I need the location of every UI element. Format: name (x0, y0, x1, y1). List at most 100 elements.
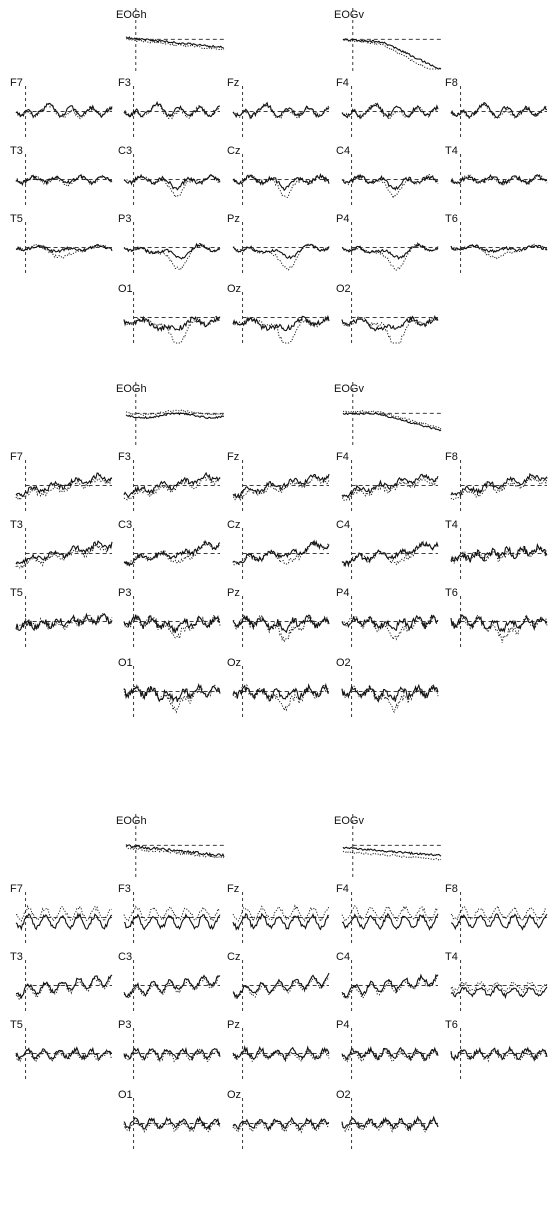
trace-solid-f3 (123, 471, 221, 499)
trace-solid-t3 (15, 974, 113, 999)
channel-label-fz: Fz (227, 883, 239, 895)
channel-label-o2: O2 (336, 1089, 351, 1101)
channel-label-eogh: EOGh (116, 9, 147, 21)
trace-dotted-eogv (342, 850, 442, 861)
channel-label-f3: F3 (118, 451, 131, 463)
trace-dotted-c4 (341, 173, 439, 200)
trace-solid-f4 (341, 912, 439, 931)
trace-dotted-fz (232, 475, 330, 502)
trace-solid-f7 (15, 472, 113, 498)
trace-solid-p4 (341, 242, 439, 260)
channel-label-t6: T6 (445, 587, 458, 599)
trace-dotted-f4 (341, 102, 439, 121)
channel-label-o1: O1 (118, 283, 133, 295)
trace-dotted-cz (232, 977, 330, 999)
trace-solid-t4 (450, 985, 548, 1000)
trace-solid-o1 (123, 682, 221, 703)
trace-solid-p4 (341, 1045, 439, 1062)
trace-solid-oz (232, 682, 330, 702)
channel-label-c3: C3 (118, 145, 132, 157)
trace-solid-f4 (341, 102, 439, 120)
trace-dotted-f8 (450, 904, 548, 923)
channel-label-cz: Cz (227, 145, 240, 157)
trace-solid-cz (232, 972, 330, 1000)
channel-label-p3: P3 (118, 587, 131, 599)
channel-label-f4: F4 (336, 883, 349, 895)
trace-solid-eogh (125, 36, 225, 49)
trace-solid-f8 (450, 101, 548, 119)
trace-dotted-t4 (450, 545, 548, 564)
channel-label-f8: F8 (445, 451, 458, 463)
trace-dotted-p4 (341, 241, 439, 271)
trace-solid-f3 (123, 100, 221, 118)
trace-solid-o2 (341, 315, 439, 332)
trace-dotted-cz (232, 541, 330, 566)
trace-dotted-t4 (450, 174, 548, 188)
trace-solid-fz (232, 912, 330, 931)
trace-solid-fz (232, 473, 330, 500)
trace-solid-t4 (450, 542, 548, 563)
trace-solid-eogh (125, 844, 225, 858)
trace-solid-o2 (341, 683, 439, 703)
trace-solid-eogh (125, 412, 225, 420)
trace-solid-o2 (341, 1115, 439, 1132)
trace-solid-eogv (342, 38, 442, 70)
channel-label-f4: F4 (336, 77, 349, 89)
trace-dotted-p3 (123, 615, 221, 641)
trace-solid-t4 (450, 173, 548, 186)
trace-dotted-eogv (342, 38, 441, 70)
channel-label-o2: O2 (336, 283, 351, 295)
panel-2: EOGh EOGv F7 F3 Fz F4 F8 T3 C3 Cz C4 T4 T5 P3 Pz P4 T6 O1… (10, 382, 548, 720)
trace-dotted-o1 (123, 682, 221, 714)
trace-solid-pz (232, 243, 330, 260)
trace-solid-f7 (15, 102, 113, 119)
channel-label-f7: F7 (10, 451, 23, 463)
trace-solid-p3 (123, 614, 221, 634)
channel-label-t3: T3 (10, 951, 23, 963)
trace-solid-c4 (341, 540, 439, 568)
channel-label-o1: O1 (118, 657, 133, 669)
trace-solid-cz (232, 172, 330, 192)
channel-label-c3: C3 (118, 951, 132, 963)
channel-label-o1: O1 (118, 1089, 133, 1101)
trace-solid-eogv (342, 411, 442, 432)
trace-dotted-t6 (450, 613, 548, 643)
trace-solid-t5 (15, 1046, 113, 1061)
channel-label-oz: Oz (227, 1089, 241, 1101)
panel-1: EOGh EOGv F7 F3 Fz F4 F8 T3 C3 Cz C4 T4 T5 P3 Pz P4 T6 O1… (10, 8, 548, 346)
channel-label-f8: F8 (445, 883, 458, 895)
trace-dotted-c4 (341, 974, 439, 1000)
channel-label-f7: F7 (10, 77, 23, 89)
trace-dotted-f8 (450, 102, 548, 120)
trace-dotted-t3 (15, 174, 113, 187)
trace-dotted-pz (232, 613, 330, 644)
channel-label-pz: Pz (227, 587, 240, 599)
trace-solid-oz (232, 314, 330, 332)
channel-label-t6: T6 (445, 1019, 458, 1031)
trace-dotted-o1 (123, 315, 221, 344)
channel-label-pz: Pz (227, 1019, 240, 1031)
trace-solid-t5 (15, 244, 113, 254)
channel-label-fz: Fz (227, 451, 239, 463)
channel-label-c4: C4 (336, 951, 350, 963)
trace-solid-p3 (123, 242, 221, 260)
trace-dotted-t6 (450, 243, 548, 260)
channel-label-cz: Cz (227, 951, 240, 963)
channel-label-eogh: EOGh (116, 383, 147, 395)
trace-solid-t6 (450, 1045, 548, 1063)
channel-label-p3: P3 (118, 213, 131, 225)
channel-label-eogv: EOGv (334, 9, 364, 21)
trace-dotted-t3 (15, 974, 113, 1001)
channel-label-t6: T6 (445, 213, 458, 225)
channel-label-eogh: EOGh (116, 815, 147, 827)
trace-solid-c4 (341, 173, 439, 191)
trace-solid-c3 (123, 974, 221, 998)
channel-label-f4: F4 (336, 451, 349, 463)
trace-dotted-o1 (123, 1118, 221, 1133)
channel-label-p4: P4 (336, 587, 349, 599)
trace-dotted-eogh (125, 409, 225, 417)
trace-solid-t6 (450, 614, 548, 634)
channel-label-t5: T5 (10, 213, 23, 225)
trace-dotted-c3 (123, 540, 221, 567)
channel-label-oz: Oz (227, 283, 241, 295)
